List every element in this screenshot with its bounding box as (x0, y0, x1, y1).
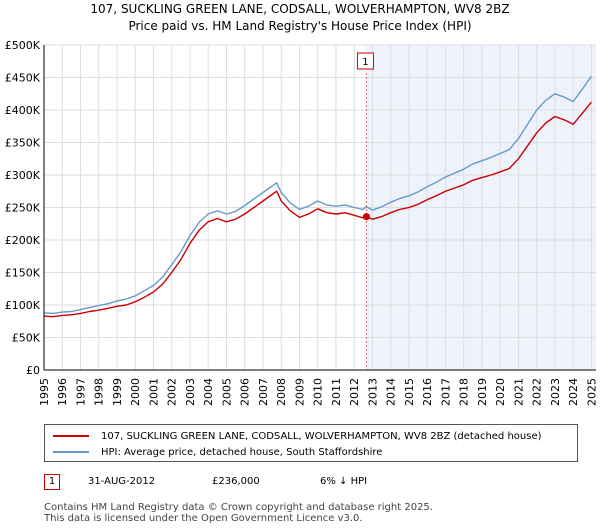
legend-item-property: 107, SUCKLING GREEN LANE, CODSALL, WOLVE… (53, 429, 542, 443)
chart-title-line1: 107, SUCKLING GREEN LANE, CODSALL, WOLVE… (90, 2, 510, 16)
legend-item-hpi: HPI: Average price, detached house, Sout… (53, 445, 382, 459)
x-tick-label: 2006 (239, 378, 252, 406)
footer-copyright: Contains HM Land Registry data © Crown c… (44, 502, 433, 513)
x-tick-label: 2005 (220, 378, 233, 406)
x-tick-label: 2019 (476, 378, 489, 406)
x-tick-label: 2012 (348, 378, 361, 406)
x-tick-label: 1996 (56, 378, 69, 406)
x-tick-label: 2004 (202, 378, 215, 406)
x-tick-label: 2000 (129, 378, 142, 406)
y-tick-label: £500K (5, 39, 41, 52)
legend-property-label: 107, SUCKLING GREEN LANE, CODSALL, WOLVE… (101, 430, 542, 442)
legend-hpi-label: HPI: Average price, detached house, Sout… (101, 446, 383, 458)
property-price-line (43, 101, 592, 318)
footer-licence: This data is licensed under the Open Gov… (44, 513, 363, 524)
x-tick-label: 2002 (166, 378, 179, 406)
x-tick-label: 2025 (585, 378, 598, 406)
x-tick-label: 2008 (275, 378, 288, 406)
hpi-line (43, 75, 592, 315)
y-tick-label: £150K (5, 267, 41, 280)
y-tick-label: £450K (5, 72, 41, 85)
sale-point (362, 213, 370, 221)
y-tick-label: £200K (5, 234, 41, 247)
transaction-number-badge: 1 (44, 474, 60, 490)
chart-title-line2: Price paid vs. HM Land Registry's House … (128, 19, 472, 33)
y-tick-label: £100K (5, 299, 41, 312)
y-tick-label: £50K (12, 332, 41, 345)
sale-annotation-label: 1 (362, 57, 368, 68)
x-tick-label: 2011 (330, 378, 343, 406)
x-tick-label: 2001 (147, 378, 160, 406)
x-tick-label: 2024 (567, 378, 580, 406)
x-tick-label: 2014 (385, 378, 398, 406)
x-tick-label: 1997 (74, 378, 87, 406)
x-tick-label: 2013 (366, 378, 379, 406)
x-tick-label: 1998 (93, 378, 106, 406)
transaction-date: 31-AUG-2012 (88, 476, 156, 487)
x-tick-label: 2016 (421, 378, 434, 406)
x-tick-label: 2017 (439, 378, 452, 406)
x-tick-label: 2009 (293, 378, 306, 406)
chart-legend: 107, SUCKLING GREEN LANE, CODSALL, WOLVE… (44, 424, 578, 462)
x-tick-label: 2015 (403, 378, 416, 406)
x-tick-label: 2022 (531, 378, 544, 406)
x-tick-label: 2020 (494, 378, 507, 406)
x-tick-label: 2021 (512, 378, 525, 406)
transaction-price: £236,000 (212, 476, 260, 487)
x-tick-label: 2010 (312, 378, 325, 406)
y-tick-label: £400K (5, 104, 41, 117)
y-tick-label: £0 (26, 364, 40, 377)
y-tick-label: £300K (5, 169, 41, 182)
x-tick-label: 1995 (38, 378, 51, 406)
x-tick-label: 1999 (111, 378, 124, 406)
x-tick-label: 2007 (257, 378, 270, 406)
x-tick-label: 2003 (184, 378, 197, 406)
y-tick-label: £350K (5, 137, 41, 150)
x-tick-label: 2023 (549, 378, 562, 406)
hpi-swatch (53, 451, 89, 453)
transaction-hpi-diff: 6% ↓ HPI (320, 476, 368, 487)
y-tick-label: £250K (5, 202, 41, 215)
property-swatch (53, 435, 89, 437)
sale-annotation-box (356, 52, 374, 70)
price-chart: £0 £50K £100K £150K £200K £250K £300K £350K £400… (5, 39, 599, 406)
transaction-row: 1 31-AUG-2012 £236,000 6% ↓ HPI (44, 474, 584, 492)
x-tick-label: 2018 (458, 378, 471, 406)
